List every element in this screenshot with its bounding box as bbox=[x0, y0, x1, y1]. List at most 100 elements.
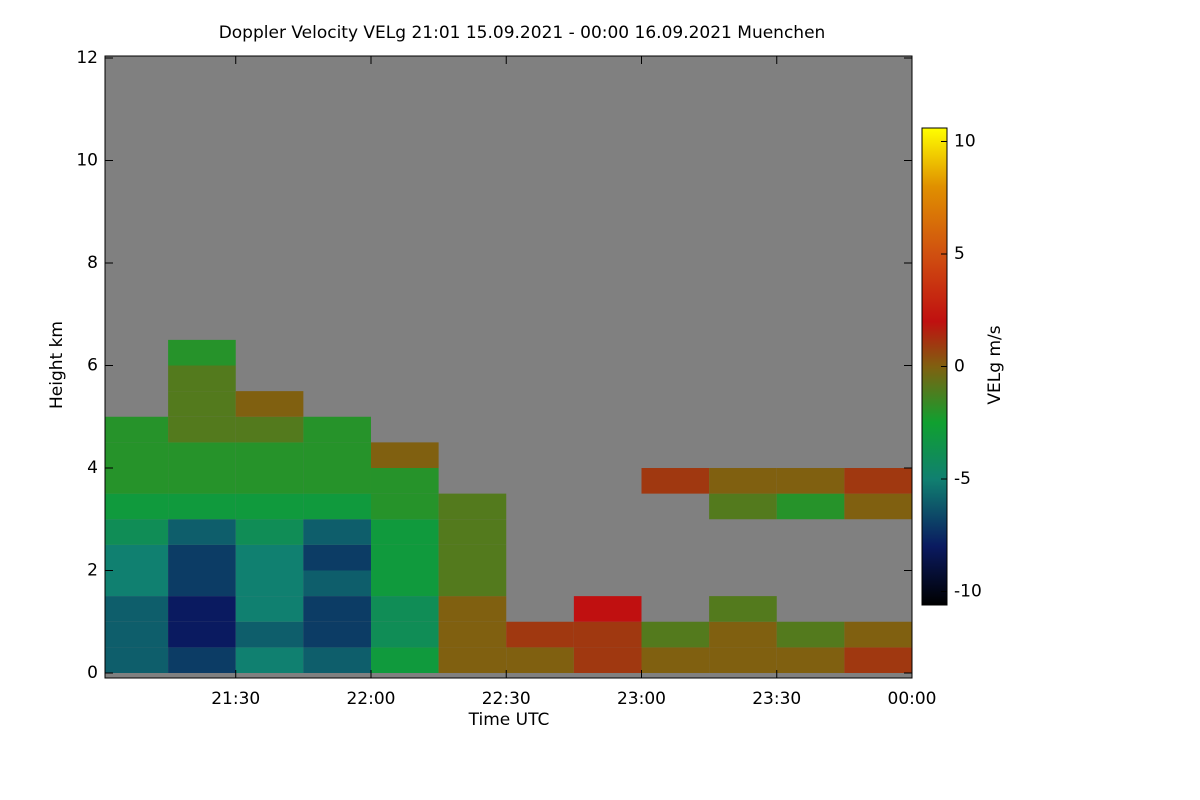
x-tick-label: 22:30 bbox=[482, 689, 531, 709]
heat-cell bbox=[235, 391, 304, 417]
heat-cell bbox=[844, 468, 912, 494]
heat-cell bbox=[506, 621, 574, 648]
heat-cell bbox=[438, 596, 507, 622]
heat-cell bbox=[168, 442, 236, 468]
heat-cell bbox=[168, 365, 236, 392]
heat-cell bbox=[105, 493, 169, 520]
chart-title: Doppler Velocity VELg 21:01 15.09.2021 -… bbox=[219, 23, 826, 43]
x-tick-label: 23:30 bbox=[752, 689, 801, 709]
heat-cell bbox=[303, 416, 371, 443]
heat-cell bbox=[438, 519, 507, 545]
heat-cell bbox=[105, 544, 169, 571]
heat-cell bbox=[168, 647, 236, 673]
heat-cell bbox=[235, 570, 304, 597]
y-axis-label: Height km bbox=[47, 321, 67, 409]
heat-cell bbox=[370, 596, 439, 622]
plot-frame bbox=[104, 55, 913, 679]
heat-cell bbox=[235, 647, 304, 673]
heat-cell bbox=[573, 647, 642, 673]
heat-cell bbox=[709, 468, 777, 494]
heat-cell bbox=[105, 416, 169, 443]
heat-cell bbox=[709, 621, 777, 648]
heat-cell bbox=[370, 468, 439, 494]
heat-cell bbox=[776, 621, 845, 648]
heat-cell bbox=[844, 647, 912, 673]
heat-cell bbox=[303, 570, 371, 597]
heat-cell bbox=[641, 621, 710, 648]
heat-cell bbox=[168, 570, 236, 597]
heat-cell bbox=[235, 519, 304, 545]
heat-cell bbox=[235, 544, 304, 571]
heat-cell bbox=[303, 519, 371, 545]
heat-cell bbox=[168, 596, 236, 622]
heat-cell bbox=[370, 647, 439, 673]
heat-cell bbox=[438, 647, 507, 673]
heat-cell bbox=[168, 544, 236, 571]
heat-cell bbox=[370, 519, 439, 545]
heat-cell bbox=[573, 596, 642, 622]
x-tick-label: 23:00 bbox=[617, 689, 666, 709]
heat-cell bbox=[303, 647, 371, 673]
y-tick-label: 10 bbox=[76, 151, 98, 171]
heat-cell bbox=[370, 442, 439, 468]
heat-cell bbox=[168, 416, 236, 443]
heat-cell bbox=[438, 493, 507, 520]
heat-cell bbox=[303, 544, 371, 571]
heat-cell bbox=[641, 647, 710, 673]
y-tick-label: 2 bbox=[87, 561, 98, 581]
y-tick-label: 4 bbox=[87, 458, 98, 478]
heat-cell bbox=[105, 468, 169, 494]
heat-cell bbox=[438, 621, 507, 648]
heat-cell bbox=[303, 621, 371, 648]
heat-cell bbox=[105, 596, 169, 622]
heat-cell bbox=[709, 647, 777, 673]
heat-cell bbox=[370, 493, 439, 520]
heat-cell bbox=[776, 493, 845, 520]
heat-cell bbox=[105, 519, 169, 545]
y-tick-label: 6 bbox=[87, 356, 98, 376]
heat-cell bbox=[168, 519, 236, 545]
heat-cell bbox=[235, 493, 304, 520]
heat-cell bbox=[776, 647, 845, 673]
heat-cell bbox=[303, 493, 371, 520]
heat-cell bbox=[370, 570, 439, 597]
colorbar-tick-label: 5 bbox=[954, 244, 965, 264]
y-tick-label: 0 bbox=[87, 663, 98, 683]
y-tick-label: 8 bbox=[87, 253, 98, 273]
heat-cell bbox=[438, 570, 507, 597]
heat-cell bbox=[370, 544, 439, 571]
heat-cell bbox=[573, 621, 642, 648]
heat-cell bbox=[235, 596, 304, 622]
colorbar-tick-label: -5 bbox=[954, 469, 971, 489]
heat-cell bbox=[438, 544, 507, 571]
heat-cell bbox=[235, 416, 304, 443]
heat-cell bbox=[168, 493, 236, 520]
heat-cell bbox=[235, 621, 304, 648]
colorbar-label: VELg m/s bbox=[985, 325, 1005, 404]
colorbar-tick-label: 10 bbox=[954, 132, 976, 152]
y-tick-label: 12 bbox=[76, 48, 98, 68]
heat-cell bbox=[168, 621, 236, 648]
colorbar-tick-label: 0 bbox=[954, 357, 965, 377]
heat-cell bbox=[105, 570, 169, 597]
heat-cell bbox=[709, 596, 777, 622]
x-tick-label: 22:00 bbox=[346, 689, 395, 709]
heat-cell bbox=[168, 468, 236, 494]
heat-cell bbox=[105, 647, 169, 673]
heat-cell bbox=[641, 468, 710, 494]
colorbar-tick-label: -10 bbox=[954, 582, 982, 602]
heat-cell bbox=[303, 596, 371, 622]
heat-cell bbox=[303, 442, 371, 468]
heat-cell bbox=[168, 339, 236, 366]
heat-cell bbox=[235, 468, 304, 494]
heat-cell bbox=[844, 493, 912, 520]
heat-cell bbox=[105, 621, 169, 648]
heat-cell bbox=[370, 621, 439, 648]
heat-cell bbox=[844, 621, 912, 648]
heat-cell bbox=[105, 442, 169, 468]
heat-cell bbox=[776, 468, 845, 494]
heat-cell bbox=[303, 468, 371, 494]
x-tick-label: 00:00 bbox=[888, 689, 937, 709]
heat-cell bbox=[709, 493, 777, 520]
